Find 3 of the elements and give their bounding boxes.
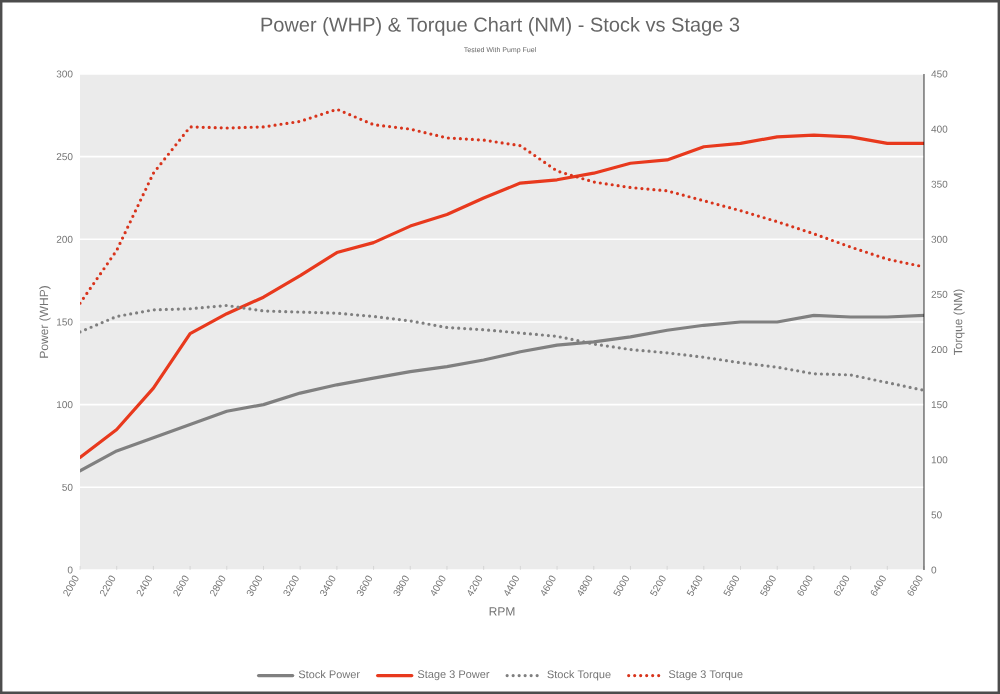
chart-title: Power (WHP) & Torque Chart (NM) - Stock vs Stage 3 — [261, 17, 740, 36]
line-series — [80, 133, 924, 460]
line-series — [80, 107, 924, 305]
